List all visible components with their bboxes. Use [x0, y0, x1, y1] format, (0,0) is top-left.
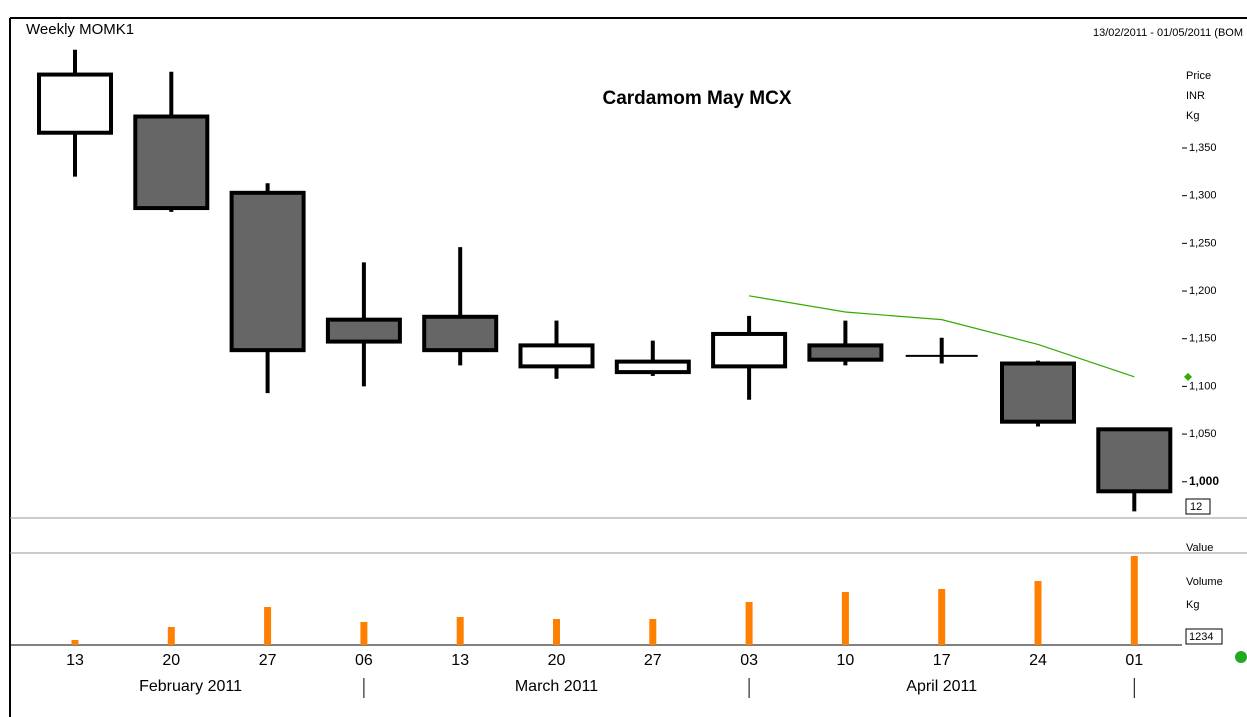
- y-tick-label: 1,000: [1189, 474, 1219, 488]
- axis-label: Kg: [1186, 110, 1199, 122]
- price-box: [1185, 498, 1211, 515]
- x-tick-label: 13: [66, 652, 84, 669]
- y-tick-label: 1,200: [1189, 285, 1217, 297]
- volume-box: [1185, 628, 1223, 645]
- axis-label: Volume: [1186, 576, 1223, 588]
- candle-body: [133, 114, 210, 211]
- y-tick-label: 1,300: [1189, 190, 1217, 202]
- candle-body: [807, 343, 884, 362]
- volume-bar: [841, 592, 849, 645]
- volume-bar: [553, 619, 560, 645]
- y-tick-label: 1,350: [1189, 142, 1217, 154]
- volume-bar: [745, 602, 753, 645]
- volume-bar: [167, 627, 175, 645]
- volume-bar: [360, 622, 368, 645]
- volume-bar: [456, 617, 464, 645]
- candle-body: [711, 331, 788, 369]
- candle-body: [37, 72, 113, 135]
- y-tick-label: 1,250: [1189, 237, 1217, 249]
- chart-title: Cardamom May MCX: [603, 88, 792, 109]
- candle-body: [229, 190, 306, 353]
- candle-body: [325, 317, 402, 344]
- candle-body: [422, 314, 499, 353]
- y-tick-label: 1,100: [1189, 380, 1217, 392]
- x-tick-label: 17: [933, 652, 951, 669]
- month-label: April 2011: [906, 678, 977, 695]
- last-price-marker: [1184, 372, 1192, 381]
- volume-bar: [264, 607, 272, 645]
- x-tick-label: 03: [740, 652, 758, 669]
- volume-bar: [71, 640, 79, 645]
- volume-bar: [649, 619, 657, 645]
- x-tick-label: 01: [1125, 652, 1143, 669]
- month-label: March 2011: [515, 678, 598, 695]
- candle-body: [1000, 361, 1076, 424]
- price-box-label: 12: [1190, 501, 1202, 513]
- axis-label: Kg: [1186, 599, 1199, 611]
- status-dot: [1235, 651, 1247, 663]
- x-tick-label: 27: [259, 652, 277, 669]
- candle-body: [614, 359, 691, 375]
- x-tick-label: 13: [451, 652, 469, 669]
- x-tick-label: 20: [548, 652, 566, 669]
- volume-bar: [938, 589, 946, 645]
- month-label: February 2011: [139, 678, 242, 695]
- volume-bar: [1034, 581, 1042, 645]
- y-tick-label: 1,150: [1189, 333, 1217, 345]
- header-right: 13/02/2011 - 01/05/2011 (BOM: [1093, 27, 1243, 39]
- y-tick-label: 1,050: [1189, 428, 1217, 440]
- x-tick-label: 27: [644, 652, 662, 669]
- volume-box-label: 1234: [1189, 631, 1213, 643]
- candle-body: [518, 343, 595, 369]
- axis-label: Price: [1186, 70, 1211, 82]
- candle-body: [1096, 427, 1173, 494]
- axis-label: INR: [1186, 90, 1205, 102]
- volume-bar: [1130, 556, 1138, 645]
- x-tick-label: 20: [162, 652, 180, 669]
- x-tick-label: 10: [837, 652, 855, 669]
- x-tick-label: 24: [1029, 652, 1047, 669]
- moving-average: [749, 295, 1135, 378]
- header-left: Weekly MOMK1: [26, 21, 134, 38]
- x-tick-label: 06: [355, 652, 373, 669]
- value-label: Value: [1186, 542, 1213, 554]
